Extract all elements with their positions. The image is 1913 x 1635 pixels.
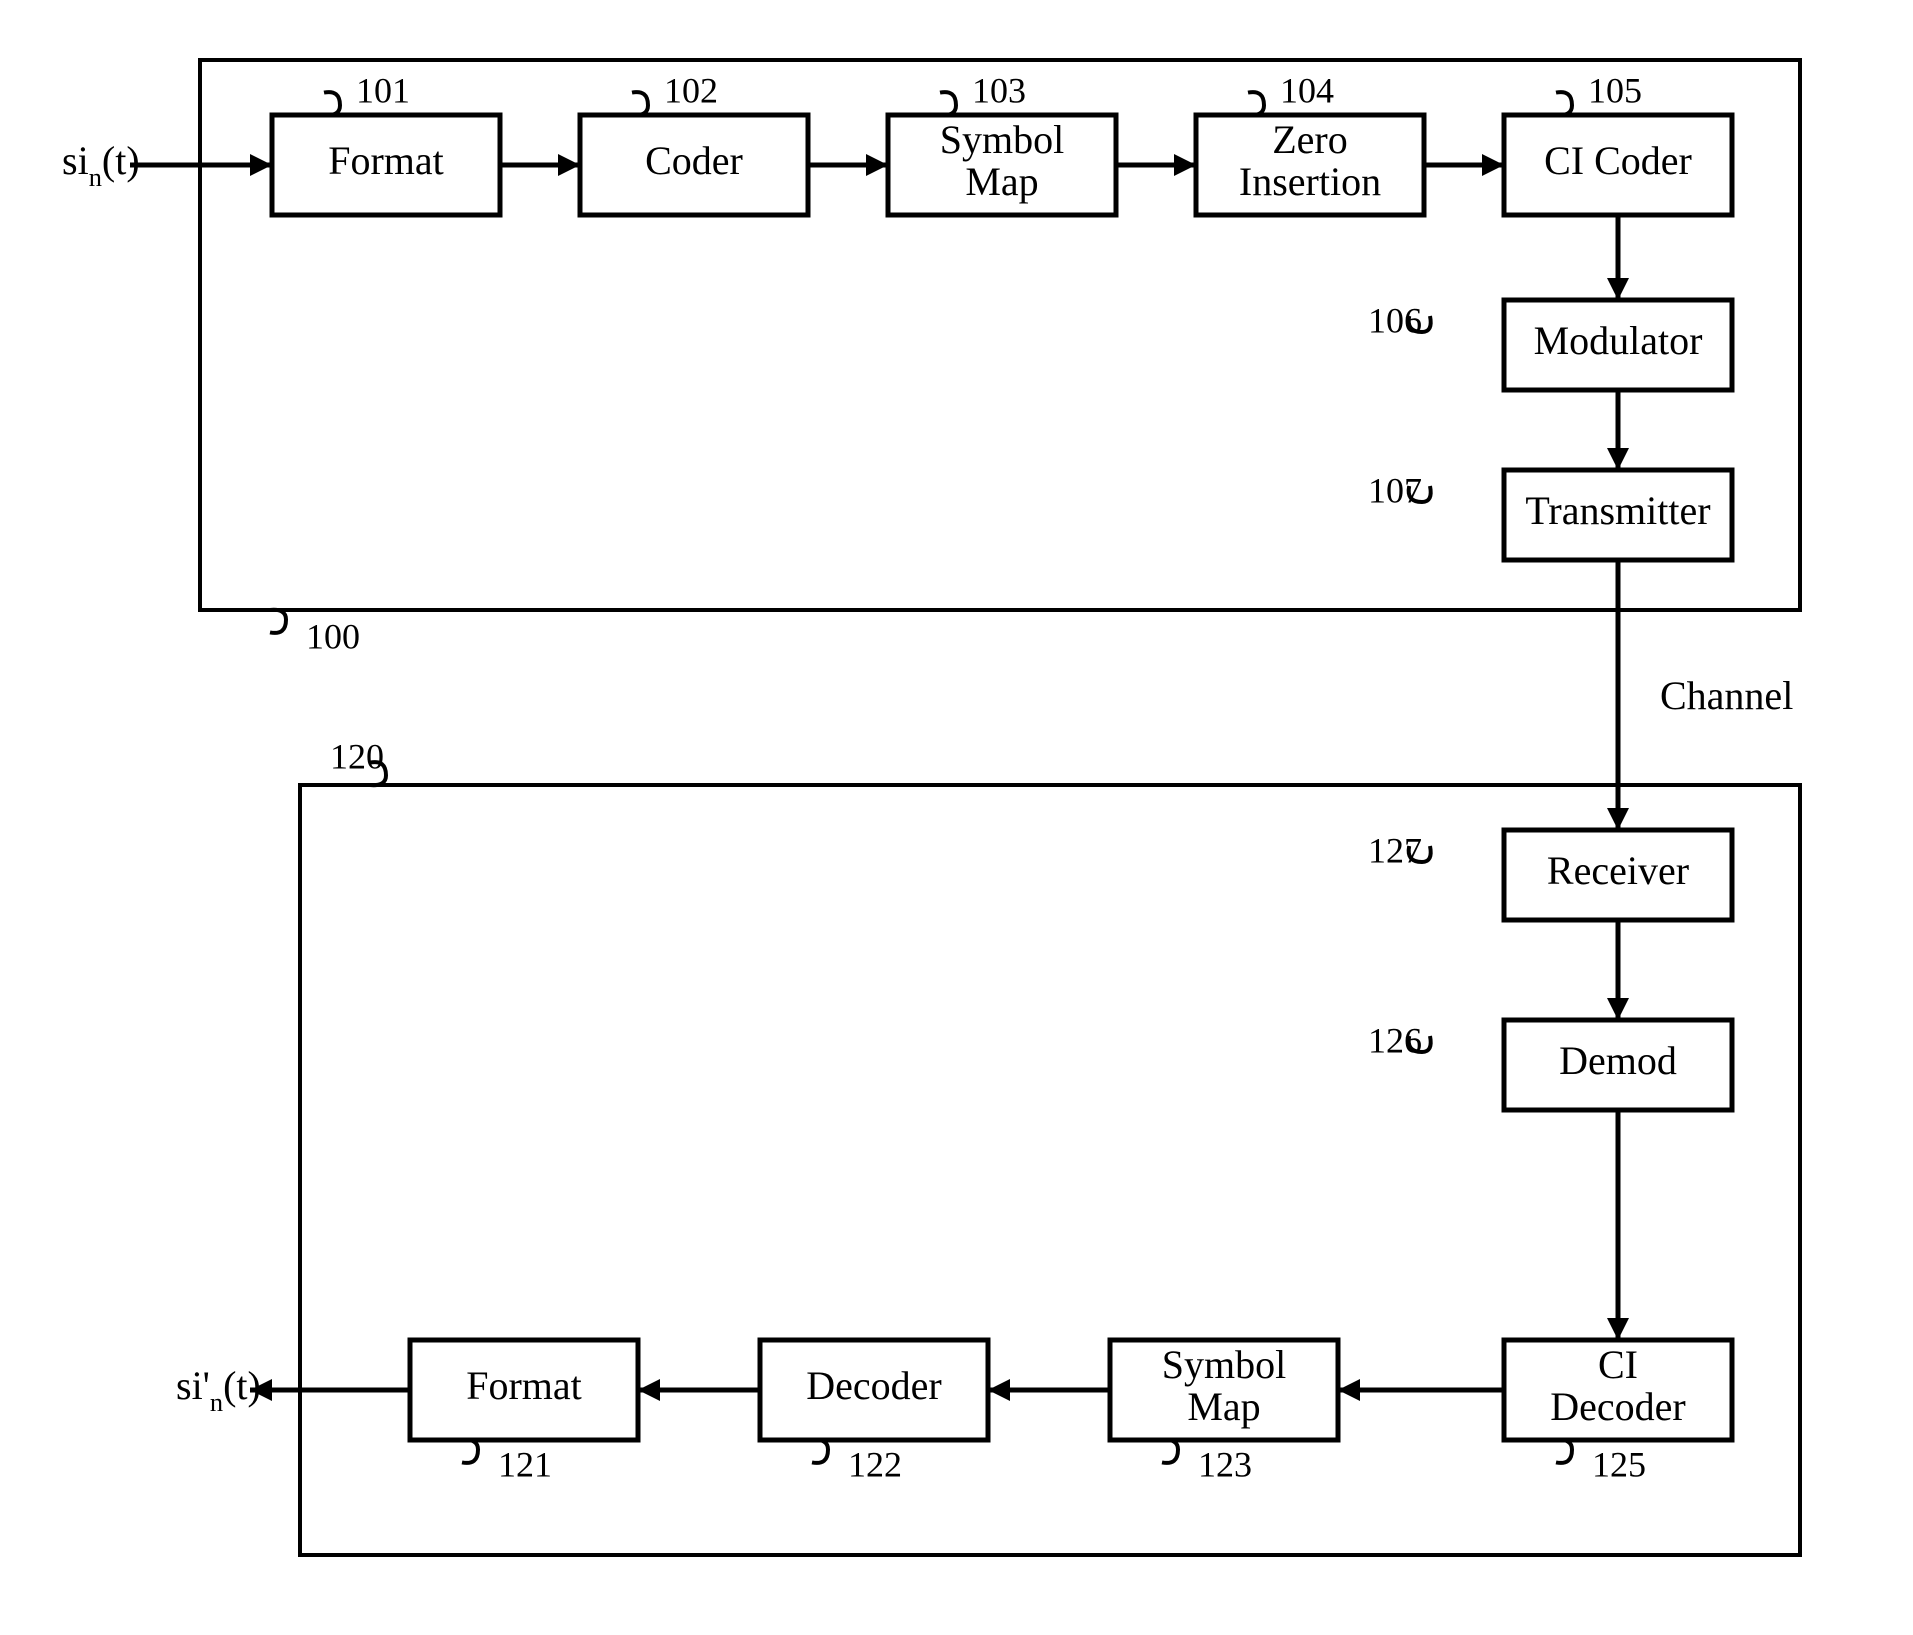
zero_ins-label: Insertion [1239,159,1381,204]
block-diagram: 100120Format101Coder102SymbolMap103ZeroI… [0,0,1913,1635]
transmitter-label: Transmitter [1525,488,1710,533]
format_tx-label: Format [328,138,444,183]
symbol_map-label: Symbol [940,117,1064,162]
output-signal-label: si'n(t) [176,1363,261,1417]
transmitter-ref: 107 [1368,470,1422,510]
format_rx-ref: 121 [498,1444,552,1484]
modulator-label: Modulator [1534,318,1703,363]
ci_decoder-label: Decoder [1550,1384,1685,1429]
coder-label: Coder [645,138,743,183]
ci_decoder-label: CI [1598,1342,1638,1387]
demod-ref: 126 [1368,1020,1422,1060]
ci_coder-label: CI Coder [1544,138,1692,183]
ci_coder-ref: 105 [1588,70,1642,110]
receiver-ref: 127 [1368,830,1422,870]
decoder-ref: 122 [848,1444,902,1484]
channel-label: Channel [1660,673,1793,718]
symbol_map_rx-label: Map [1187,1384,1260,1429]
ci_decoder-ref: 125 [1592,1444,1646,1484]
coder-ref: 102 [664,70,718,110]
zero_ins-label: Zero [1272,117,1348,162]
symbol_map-ref: 103 [972,70,1026,110]
modulator-ref: 106 [1368,300,1422,340]
format_tx-ref: 101 [356,70,410,110]
symbol_map_rx-ref: 123 [1198,1444,1252,1484]
demod-label: Demod [1559,1038,1677,1083]
decoder-label: Decoder [806,1363,941,1408]
rx_container-ref: 120 [330,736,384,776]
format_rx-label: Format [466,1363,582,1408]
input-signal-label: sin(t) [62,138,140,192]
receiver-label: Receiver [1547,848,1689,893]
tx_container-ref: 100 [306,616,360,656]
zero_ins-ref: 104 [1280,70,1334,110]
symbol_map_rx-label: Symbol [1162,1342,1286,1387]
symbol_map-label: Map [965,159,1038,204]
